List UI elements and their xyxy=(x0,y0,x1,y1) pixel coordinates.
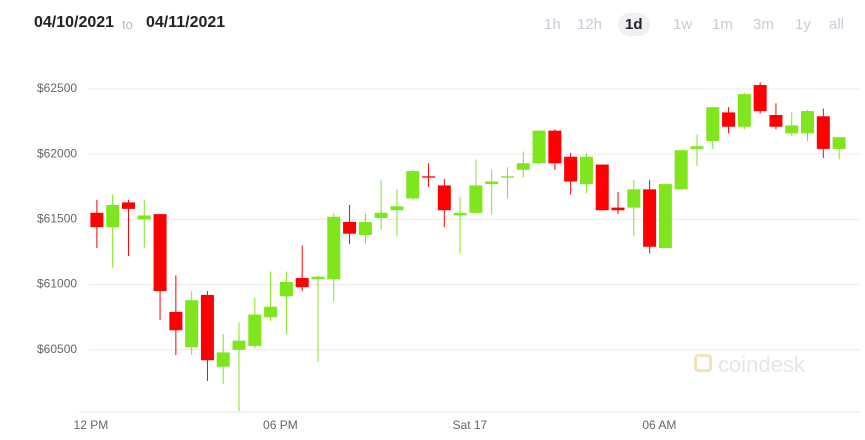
watermark: coindesk xyxy=(718,352,805,377)
header: 04/10/2021 to 04/11/2021 1h 12h 1d 1w 1m 3m 1y… xyxy=(0,0,865,50)
candle-body xyxy=(437,185,451,211)
candle-body xyxy=(153,214,167,292)
range-button[interactable]: 3m xyxy=(753,16,774,33)
candle-body xyxy=(390,206,404,211)
candle-body xyxy=(643,189,657,247)
range-button[interactable]: all xyxy=(829,16,845,33)
y-tick-label: $62500 xyxy=(37,81,77,95)
candle-body xyxy=(690,146,704,149)
x-tick-label: 06 PM xyxy=(263,418,298,432)
candle-body xyxy=(279,281,293,297)
range-button[interactable]: 1d xyxy=(618,13,650,36)
range-button[interactable]: 1w xyxy=(673,16,693,33)
y-tick-label: $61500 xyxy=(37,212,77,226)
candle-body xyxy=(453,212,467,216)
candle-body xyxy=(185,300,199,348)
candle-body xyxy=(816,116,830,149)
range-button[interactable]: 12h xyxy=(577,16,603,33)
candle-body xyxy=(311,276,325,280)
candle-body xyxy=(611,207,625,211)
candle-body xyxy=(801,111,815,134)
x-tick-label: Sat 17 xyxy=(453,418,488,432)
x-tick-label: 12 PM xyxy=(74,418,109,432)
candle-body xyxy=(595,164,609,211)
end-date[interactable]: 04/11/2021 xyxy=(146,14,226,31)
candle-body xyxy=(169,311,183,331)
candle-body xyxy=(295,278,309,288)
candle-body xyxy=(137,215,151,220)
range-button[interactable]: 1h xyxy=(544,16,561,33)
range-button[interactable]: 1y xyxy=(795,16,811,33)
range-button[interactable]: 1m xyxy=(712,16,733,33)
candle-body xyxy=(737,94,751,127)
candle-body xyxy=(579,156,593,185)
candle-body xyxy=(469,185,483,213)
candle-body xyxy=(248,314,262,346)
candle-body xyxy=(216,352,230,367)
candle-body xyxy=(374,212,388,219)
x-tick-label: 06 AM xyxy=(642,418,676,432)
candle-body xyxy=(627,189,641,208)
candle-body xyxy=(485,181,499,185)
y-tick-label: $61000 xyxy=(37,277,77,291)
candle-body xyxy=(706,107,720,142)
candle-body xyxy=(658,184,672,249)
candle-body xyxy=(500,176,514,178)
candle-body xyxy=(106,205,120,228)
candle-body xyxy=(564,156,578,182)
candle-body xyxy=(722,112,736,127)
candle-body xyxy=(327,216,341,280)
candle-body xyxy=(516,163,530,170)
candle-body xyxy=(264,306,278,318)
y-tick-label: $62000 xyxy=(37,146,77,160)
candle-body xyxy=(753,85,767,112)
candle-body xyxy=(548,130,562,164)
y-tick-label: $60500 xyxy=(37,342,77,356)
candle-body xyxy=(406,171,420,199)
candle-body xyxy=(358,221,372,235)
candle-body xyxy=(90,212,104,228)
watermark-icon xyxy=(694,354,712,372)
candle-body xyxy=(674,150,688,190)
candle-body xyxy=(532,130,546,164)
candle-body xyxy=(769,115,783,127)
candle-body xyxy=(785,125,799,134)
candle-body xyxy=(422,176,436,178)
candle-body xyxy=(232,340,246,350)
start-date[interactable]: 04/10/2021 xyxy=(34,14,115,31)
candle-body xyxy=(200,295,214,361)
date-separator: to xyxy=(122,17,133,32)
candle-body xyxy=(343,221,357,234)
candle-body xyxy=(832,137,846,149)
candle-body xyxy=(121,202,135,209)
